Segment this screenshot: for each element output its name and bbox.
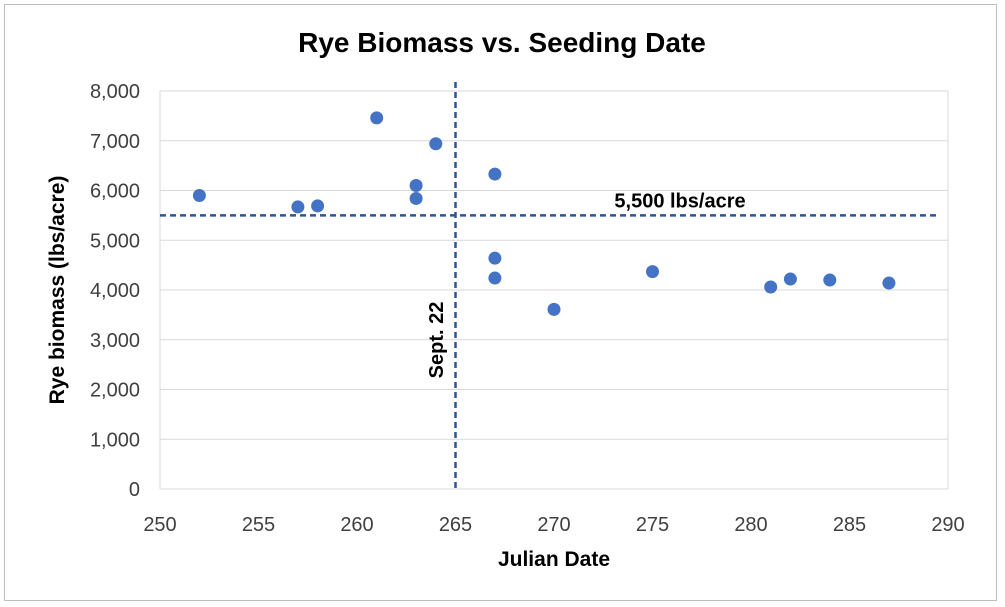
data-point — [547, 302, 561, 316]
x-tick-label: 255 — [242, 514, 275, 536]
grid — [159, 90, 949, 490]
x-tick-label: 260 — [340, 514, 373, 536]
vertical-reference-label: Sept. 22 — [426, 302, 448, 379]
y-tick-label: 7,000 — [90, 131, 140, 153]
data-point — [370, 111, 384, 125]
y-tick-labels: 0 1,000 2,000 3,000 4,000 5,000 6,000 7,000 8,00… — [90, 81, 140, 501]
x-tick-label: 275 — [636, 514, 669, 536]
data-point — [764, 280, 778, 294]
y-tick-label: 0 — [129, 479, 140, 501]
data-point — [488, 271, 502, 285]
chart-frame — [4, 4, 997, 601]
data-point — [783, 272, 797, 286]
x-axis-title: Julian Date — [498, 548, 610, 571]
y-tick-label: 8,000 — [90, 81, 140, 103]
reference-lines: 5,500 lbs/acre Sept. 22 — [160, 82, 936, 489]
y-tick-label: 2,000 — [90, 380, 140, 402]
x-tick-label: 265 — [439, 514, 472, 536]
y-tick-label: 1,000 — [90, 429, 140, 451]
x-tick-label: 270 — [537, 514, 570, 536]
data-point — [488, 251, 502, 265]
data-point — [192, 188, 206, 202]
x-tick-label: 290 — [931, 514, 964, 536]
horizontal-reference-label: 5,500 lbs/acre — [614, 190, 745, 212]
data-point — [291, 200, 305, 214]
data-point — [823, 273, 837, 287]
data-point — [409, 179, 423, 193]
data-point — [646, 265, 659, 279]
y-tick-label: 3,000 — [90, 330, 140, 352]
x-tick-labels: 250 255 260 265 270 275 280 285 290 — [143, 514, 964, 536]
x-tick-label: 280 — [734, 514, 767, 536]
x-tick-label: 250 — [143, 514, 176, 536]
y-tick-label: 6,000 — [90, 181, 140, 203]
data-points — [192, 111, 896, 316]
y-axis-title: Rye biomass (lbs/acre) — [46, 176, 69, 405]
data-point — [882, 276, 896, 290]
y-tick-label: 4,000 — [90, 280, 140, 302]
data-point — [429, 137, 443, 151]
chart-title: Rye Biomass vs. Seeding Date — [298, 27, 706, 58]
data-point — [409, 191, 423, 205]
x-tick-label: 285 — [833, 514, 866, 536]
data-point — [311, 199, 325, 213]
y-tick-label: 5,000 — [90, 230, 140, 252]
data-point — [488, 167, 502, 181]
